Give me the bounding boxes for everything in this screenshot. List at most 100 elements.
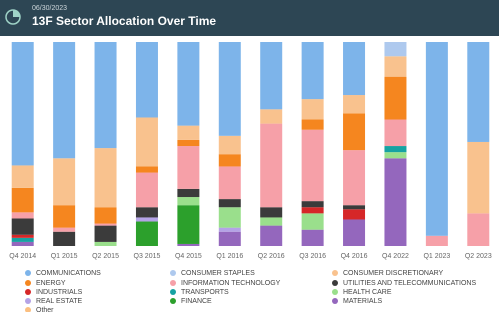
legend-label: TRANSPORTS xyxy=(181,289,229,296)
x-tick-label: Q4 2014 xyxy=(9,253,36,260)
legend-marker xyxy=(332,298,338,304)
x-tick-label: Q4 2022 xyxy=(382,253,409,260)
bar-segment xyxy=(94,42,117,149)
bar-segment xyxy=(11,42,34,166)
x-tick-label: Q1 2023 xyxy=(423,253,450,260)
legend-marker xyxy=(170,270,176,276)
bar-segment xyxy=(301,42,324,100)
bar-segment xyxy=(53,231,76,246)
bar-segment xyxy=(177,197,200,206)
bar-segment xyxy=(94,148,117,208)
legend-label: HEALTH CARE xyxy=(343,289,392,296)
header-band xyxy=(0,0,499,36)
bar-segment xyxy=(177,139,200,147)
bar-segment xyxy=(11,218,34,235)
bar-segment xyxy=(384,146,407,153)
bar-segment xyxy=(384,158,407,246)
bar-segment xyxy=(218,207,241,228)
legend-marker xyxy=(25,298,31,304)
bar-segment xyxy=(260,207,283,218)
legend-marker xyxy=(25,280,31,286)
legend-marker xyxy=(332,289,338,295)
bar-segment xyxy=(260,123,283,208)
legend-label: REAL ESTATE xyxy=(36,298,82,305)
x-tick-label: Q1 2015 xyxy=(51,253,78,260)
bar-segment xyxy=(384,119,407,147)
bar-segment xyxy=(11,237,34,242)
bar-segment xyxy=(260,42,283,110)
chart-title: 13F Sector Allocation Over Time xyxy=(32,14,216,28)
legend-label: INDUSTRIALS xyxy=(36,289,83,296)
bar-segment xyxy=(301,229,324,246)
bar-segment xyxy=(343,150,366,206)
bar-segment xyxy=(135,207,158,218)
bar-segment xyxy=(384,42,407,57)
bar-segment xyxy=(94,241,117,246)
bar-segment xyxy=(343,205,366,210)
bar-segment xyxy=(177,243,200,246)
bar-segment xyxy=(11,212,34,219)
bar-segment xyxy=(343,95,366,114)
bar-segment xyxy=(301,213,324,230)
x-tick-label: Q4 2015 xyxy=(175,253,202,260)
date: 06/30/2023 xyxy=(32,5,67,12)
legend-marker xyxy=(25,270,31,276)
bar-segment xyxy=(467,213,490,246)
bar-segment xyxy=(218,135,241,155)
legend-marker xyxy=(170,298,176,304)
bar-segment xyxy=(260,225,283,246)
bar-segment xyxy=(218,154,241,167)
bar-segment xyxy=(177,125,200,140)
bar-segment xyxy=(94,225,117,242)
legend-label: CONSUMER STAPLES xyxy=(181,270,255,277)
bar-segment xyxy=(384,152,407,159)
bar-segment xyxy=(135,172,158,208)
bar-segment xyxy=(11,187,34,213)
bar-segment xyxy=(135,217,158,222)
bar-segment xyxy=(218,42,241,136)
bar-segment xyxy=(425,235,448,246)
bar-segment xyxy=(177,146,200,189)
bar-segment xyxy=(218,199,241,208)
bar-segment xyxy=(53,227,76,232)
legend-marker xyxy=(25,307,31,312)
bar-segment xyxy=(260,217,283,226)
legend-label: INFORMATION TECHNOLOGY xyxy=(181,280,281,287)
bar-segment xyxy=(260,109,283,124)
legend-label: ENERGY xyxy=(36,280,66,287)
bar-segment xyxy=(11,241,34,246)
bar-segment xyxy=(11,234,34,238)
bar-segment xyxy=(467,141,490,214)
bar-segment xyxy=(177,205,200,244)
legend-label: Other xyxy=(36,307,54,312)
legend-marker xyxy=(170,289,176,295)
bar-segment xyxy=(94,207,117,224)
bar-segment xyxy=(343,113,366,151)
legend-label: FINANCE xyxy=(181,298,212,305)
bar-segment xyxy=(135,166,158,173)
bar-segment xyxy=(343,219,366,246)
bar-segment xyxy=(301,119,324,130)
bar-segment xyxy=(343,209,366,220)
bar-segment xyxy=(301,99,324,120)
bar-segment xyxy=(177,188,200,198)
x-tick-label: Q3 2015 xyxy=(134,253,161,260)
x-tick-label: Q2 2015 xyxy=(92,253,119,260)
x-tick-label: Q2 2023 xyxy=(465,253,492,260)
x-tick-label: Q2 2016 xyxy=(258,253,285,260)
legend-marker xyxy=(332,280,338,286)
bar-segment xyxy=(301,201,324,208)
bar-segment xyxy=(135,117,158,167)
bar-segment xyxy=(11,165,34,188)
bar-segment xyxy=(301,207,324,214)
legend-label: UTILITIES AND TELECOMMUNICATIONS xyxy=(343,280,476,287)
bar-segment xyxy=(218,166,241,200)
legend-marker xyxy=(170,280,176,286)
x-tick-label: Q4 2016 xyxy=(341,253,368,260)
bar-segment xyxy=(53,205,76,228)
bar-segment xyxy=(53,158,76,206)
x-tick-label: Q3 2016 xyxy=(299,253,326,260)
bar-segment xyxy=(384,76,407,120)
bar-segment xyxy=(384,56,407,77)
legend-label: CONSUMER DISCRETIONARY xyxy=(343,270,444,277)
